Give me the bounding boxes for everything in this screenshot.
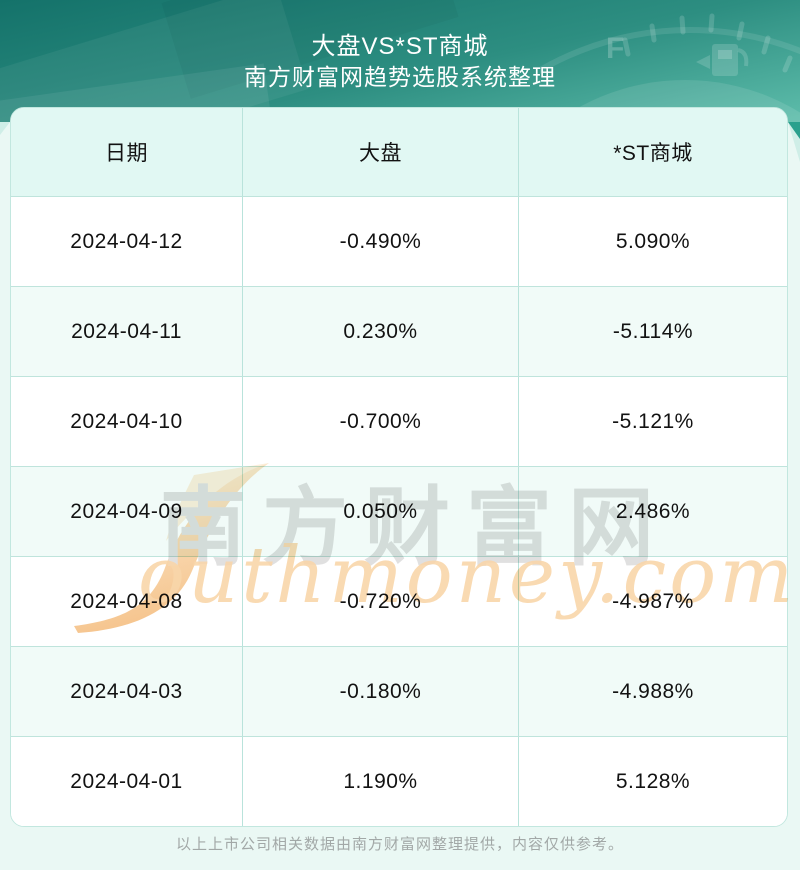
- cell-stock: -4.987%: [612, 589, 694, 613]
- page-title: 大盘VS*ST商城: [311, 33, 489, 60]
- cell-date: 2024-04-10: [11, 377, 243, 466]
- cell-stock: -5.114%: [612, 319, 694, 343]
- column-header-market: 大盘: [243, 108, 519, 196]
- fuel-pump-icon: [696, 44, 749, 76]
- column-header-stock: *ST商城: [613, 142, 693, 165]
- cell-stock: -4.988%: [612, 679, 694, 703]
- table-row: 2024-04-12 -0.490% 5.090%: [11, 196, 787, 286]
- cell-stock: -5.121%: [612, 409, 694, 433]
- cell-stock: 2.486%: [615, 499, 691, 523]
- banner-wedge-left-pale: [0, 122, 10, 135]
- table-row: 2024-04-10 -0.700% -5.121%: [11, 376, 787, 466]
- cell-market: -0.490%: [243, 197, 519, 286]
- cell-date: 2024-04-08: [11, 557, 243, 646]
- cell-stock: 5.128%: [615, 769, 691, 793]
- header-banner: F 大盘VS*ST商城 南方财富网趋势选股系统整理: [0, 0, 800, 122]
- page-subtitle: 南方财富网趋势选股系统整理: [244, 64, 556, 90]
- cell-date: 2024-04-01: [11, 737, 243, 826]
- cell-market: -0.720%: [243, 557, 519, 646]
- cell-date: 2024-04-11: [11, 287, 243, 376]
- gauge-full-label: F: [606, 32, 624, 65]
- table-row: 2024-04-03 -0.180% -4.988%: [11, 646, 787, 736]
- cell-market: 1.190%: [243, 737, 519, 826]
- column-header-date: 日期: [11, 108, 243, 196]
- table-row: 2024-04-09 0.050% 2.486%: [11, 466, 787, 556]
- comparison-table: 日期 大盘 *ST商城 2024-04-12 -0.490% 5.090% 20…: [10, 107, 788, 827]
- table-row: 2024-04-01 1.190% 5.128%: [11, 736, 787, 826]
- cell-date: 2024-04-09: [11, 467, 243, 556]
- cell-market: -0.180%: [243, 647, 519, 736]
- cell-market: 0.050%: [243, 467, 519, 556]
- table-row: 2024-04-08 -0.720% -4.987%: [11, 556, 787, 646]
- cell-market: -0.700%: [243, 377, 519, 466]
- cell-market: 0.230%: [243, 287, 519, 376]
- cell-date: 2024-04-03: [11, 647, 243, 736]
- cell-date: 2024-04-12: [11, 197, 243, 286]
- cell-stock: 5.090%: [615, 229, 691, 253]
- table-header-row: 日期 大盘 *ST商城: [11, 108, 787, 196]
- table-row: 2024-04-11 0.230% -5.114%: [11, 286, 787, 376]
- footer-note: 以上上市公司相关数据由南方财富网整理提供，内容仅供参考。: [175, 836, 624, 853]
